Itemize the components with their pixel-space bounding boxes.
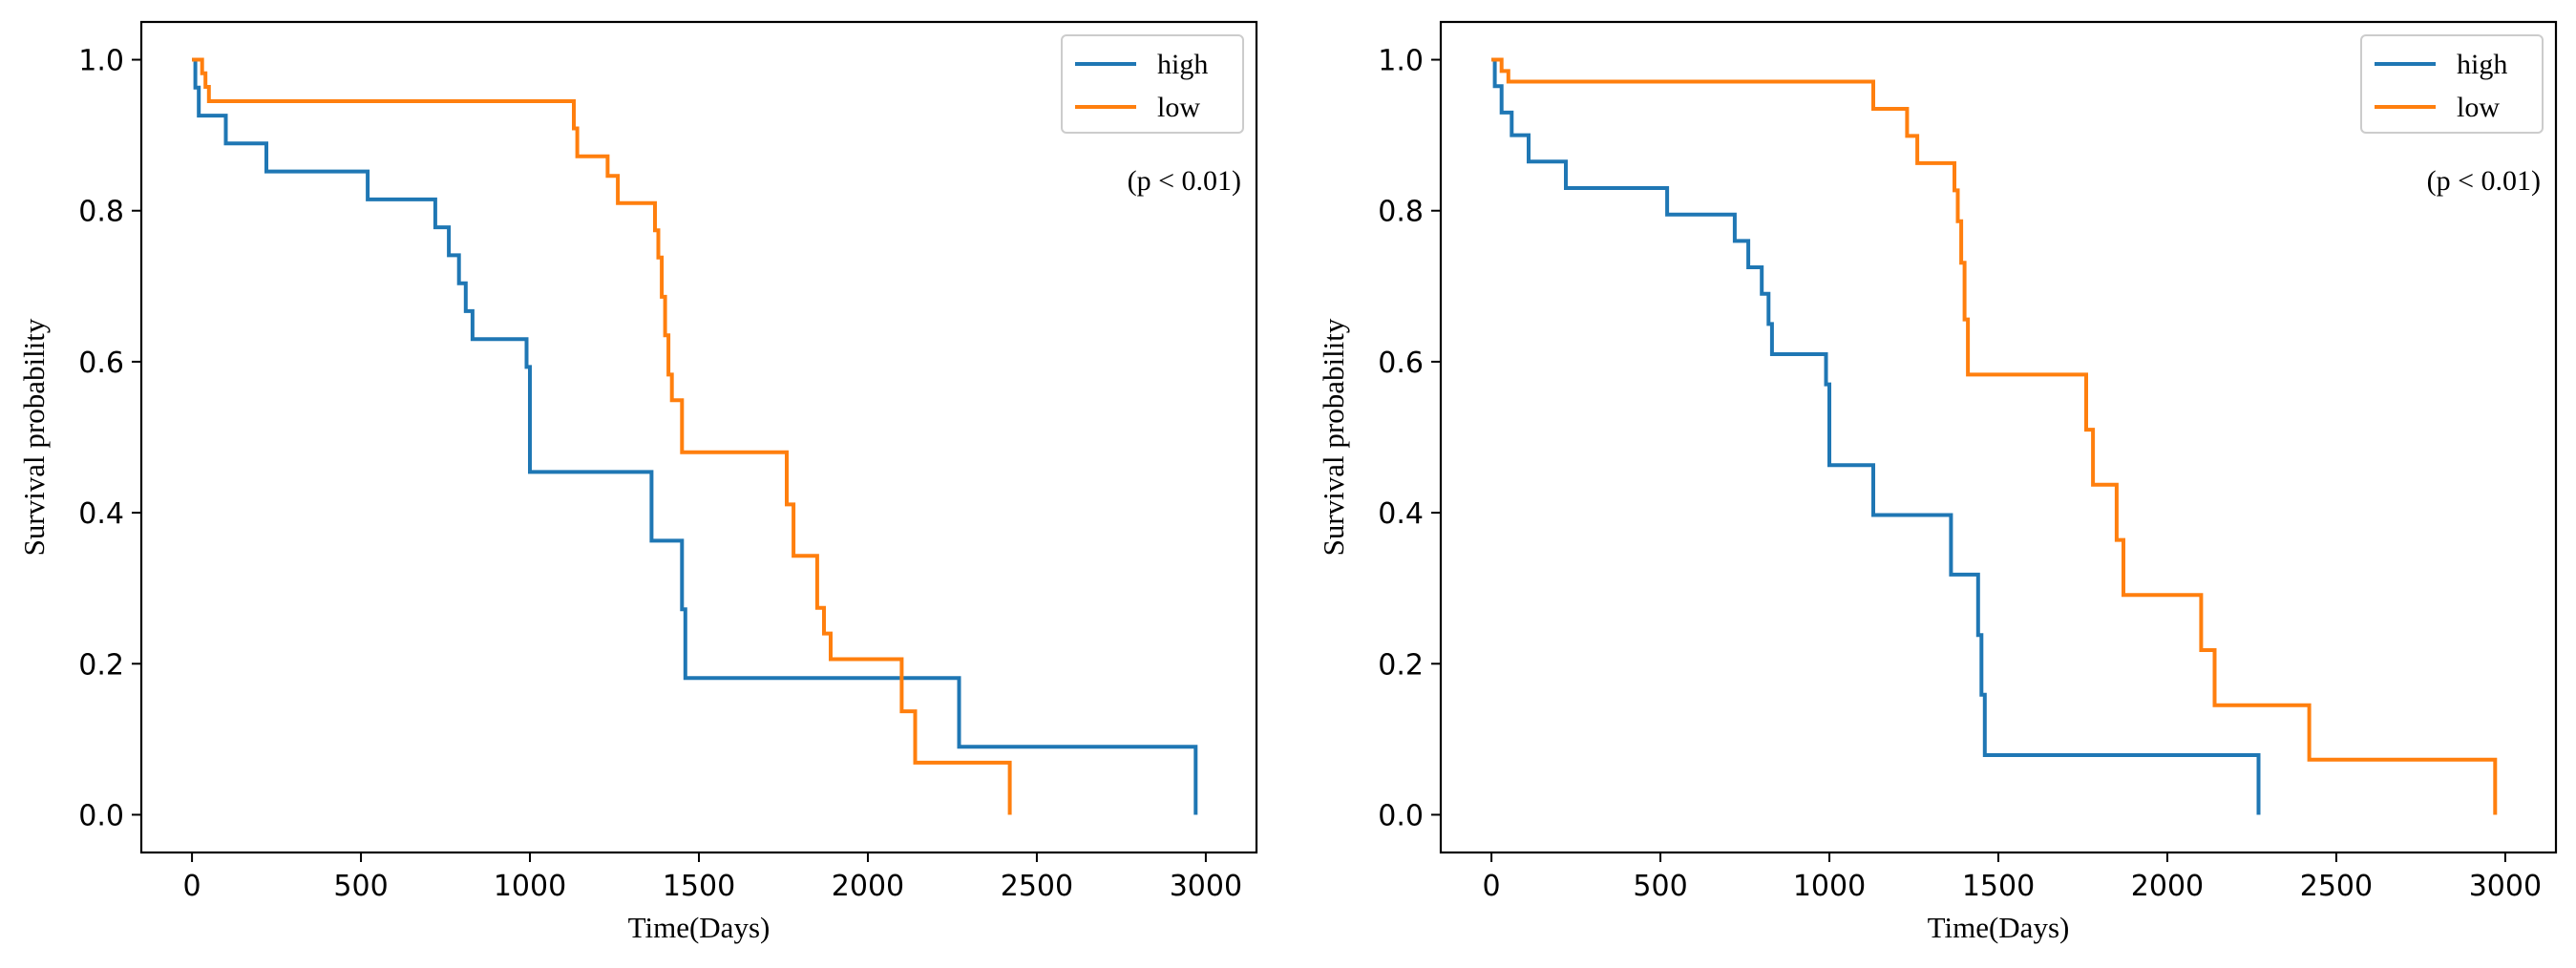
y-tick-label: 0.0 (1378, 799, 1424, 832)
x-tick-label: 1500 (1962, 870, 2035, 903)
legend-box (1061, 34, 1244, 134)
plot-frame (139, 20, 1258, 854)
x-tick-label: 0 (1483, 870, 1501, 903)
x-tick-label: 500 (1633, 870, 1687, 903)
legend-box (2360, 34, 2544, 134)
y-tick-label: 0.2 (78, 648, 124, 682)
legend-label-low: low (1157, 92, 1200, 123)
x-tick-label: 0 (183, 870, 201, 903)
y-tick-label: 1.0 (78, 45, 124, 78)
x-tick-label: 500 (333, 870, 388, 903)
p-value-annotation: (p < 0.01) (2427, 165, 2541, 197)
legend: high low (2360, 34, 2544, 134)
x-tick-label: 2500 (1001, 870, 1073, 903)
y-tick-label: 0.8 (78, 196, 124, 229)
y-tick-label: 0.2 (1378, 648, 1424, 682)
right-survival-plot: 0 500 1000 1500 2000 2500 3000 0.0 0.2 0.4 0.6 0.8 1… (1317, 20, 2558, 944)
y-tick-label: 0.6 (1378, 347, 1424, 380)
x-tick-label: 2000 (832, 870, 904, 903)
y-tick-label: 0.4 (78, 497, 124, 531)
x-tick-label: 1500 (663, 870, 735, 903)
y-tick-label: 1.0 (1378, 45, 1424, 78)
series-line-high (192, 57, 1198, 815)
series-line-low (1491, 57, 2498, 815)
y-tick-label: 0.4 (1378, 497, 1424, 531)
plot-frame (1439, 20, 2558, 854)
legend-label-low: low (2457, 92, 2500, 123)
series-line-high (1491, 57, 2261, 815)
p-value-annotation: (p < 0.01) (1128, 165, 1241, 197)
y-tick-label: 0.8 (1378, 196, 1424, 229)
left-survival-plot: 0 500 1000 1500 2000 2500 3000 0.0 0.2 0.4 0.6 0.8 1… (17, 20, 1258, 944)
x-axis-label: Time(Days) (1928, 911, 2070, 944)
y-axis-label: Survival probability (1317, 318, 1350, 556)
legend: high low (1061, 34, 1244, 134)
x-tick-label: 1000 (494, 870, 566, 903)
x-axis-label: Time(Days) (628, 911, 771, 944)
x-tick-label: 1000 (1793, 870, 1866, 903)
x-tick-label: 2000 (2131, 870, 2204, 903)
y-tick-label: 0.6 (78, 347, 124, 380)
y-tick-label: 0.0 (78, 799, 124, 832)
series-line-low (192, 57, 1012, 815)
x-tick-label: 2500 (2300, 870, 2373, 903)
legend-label-high: high (1157, 49, 1208, 80)
x-tick-label: 3000 (2469, 870, 2542, 903)
legend-label-high: high (2457, 49, 2507, 80)
x-tick-label: 3000 (1170, 870, 1242, 903)
y-axis-label: Survival probability (17, 318, 51, 556)
